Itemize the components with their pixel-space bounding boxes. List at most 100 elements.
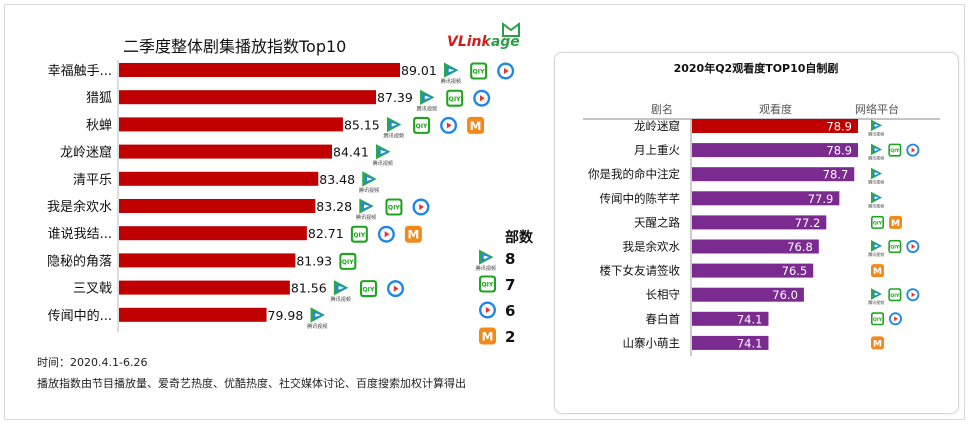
brand-text: VLinkage [447, 34, 520, 50]
iqiyi-icon: iQIYI [888, 240, 902, 253]
left-value-label: 85.15 [344, 117, 380, 132]
right-category-label: 你是我的命中注定 [588, 167, 680, 181]
left-value-label: 89.01 [401, 63, 437, 78]
svg-text:iQIYI: iQIYI [360, 286, 376, 293]
youku-icon [479, 301, 496, 319]
tencent-icon: 腾讯视频 [384, 116, 404, 140]
youku-icon [412, 198, 430, 216]
right-bar [692, 143, 858, 158]
iqiyi-icon: iQIYI [888, 288, 902, 302]
legend-count: 6 [505, 302, 515, 320]
left-value-label: 82.71 [308, 226, 344, 241]
right-category-label: 龙岭迷窟 [634, 119, 680, 133]
mgtv-icon: M [871, 336, 884, 350]
iqiyi-icon: iQIYI [871, 312, 884, 326]
tencent-icon: 腾讯视频 [868, 240, 884, 257]
svg-text:iQIYI: iQIYI [386, 205, 402, 212]
svg-text:腾讯视频: 腾讯视频 [868, 203, 884, 209]
tencent-icon: 腾讯视频 [868, 288, 884, 305]
left-bar [119, 171, 319, 186]
right-value-label: 76.5 [782, 264, 808, 278]
svg-text:腾讯视频: 腾讯视频 [476, 265, 496, 272]
svg-text:M: M [873, 339, 882, 349]
left-bar [119, 63, 400, 77]
col-header-platform: 网络平台 [855, 102, 899, 116]
left-chart-title: 二季度整体剧集播放指数Top10 [123, 37, 346, 56]
svg-text:iQIYI: iQIYI [351, 232, 367, 239]
right-value-label: 76.8 [787, 240, 813, 254]
right-value-label: 77.2 [795, 216, 821, 230]
left-category-label: 幸福触手... [48, 64, 112, 79]
left-legend: 腾讯视频 8 iQIYI 7 6M 2 [476, 249, 515, 346]
right-bar [692, 263, 814, 278]
youku-icon [387, 280, 405, 298]
col-header-name: 剧名 [651, 102, 673, 116]
iqiyi-icon: iQIYI [413, 116, 431, 134]
iqiyi-icon: iQIYI [360, 280, 378, 298]
tencent-icon: 腾讯视频 [356, 198, 376, 221]
mgtv-icon: M [479, 327, 496, 345]
right-panel [554, 52, 959, 414]
right-value-label: 78.9 [826, 144, 852, 158]
left-value-label: 79.98 [268, 308, 304, 323]
svg-text:腾讯视频: 腾讯视频 [359, 187, 379, 194]
right-value-label: 78.7 [823, 168, 849, 182]
right-bar [692, 191, 840, 206]
left-category-label: 隐秘的角落 [47, 253, 112, 269]
svg-text:腾讯视频: 腾讯视频 [384, 133, 404, 140]
right-category-label: 天醒之路 [634, 215, 680, 229]
svg-text:腾讯视频: 腾讯视频 [417, 105, 437, 112]
note-time: 时间：2020.4.1-6.26 [37, 356, 147, 369]
left-value-label: 81.56 [291, 281, 327, 296]
left-category-label: 传闻中的... [48, 308, 112, 324]
youku-icon [497, 62, 515, 80]
right-category-label: 楼下女友请签收 [600, 264, 681, 278]
right-chart-title: 2020年Q2观看度TOP10自制剧 [674, 61, 839, 75]
right-value-label: 74.1 [737, 336, 763, 350]
right-category-label: 我是余欢水 [623, 240, 681, 254]
iqiyi-icon: iQIYI [479, 275, 496, 293]
tencent-icon: 腾讯视频 [441, 62, 461, 85]
youku-icon [377, 225, 395, 243]
right-category-label: 长相守 [646, 288, 681, 302]
svg-text:M: M [407, 228, 419, 242]
left-bar [119, 226, 307, 241]
left-bar [119, 144, 333, 159]
left-value-label: 81.93 [296, 253, 332, 268]
mgtv-icon: M [467, 116, 485, 134]
right-category-label: 春白首 [646, 312, 681, 326]
youku-icon [906, 240, 920, 253]
mgtv-icon: M [871, 264, 884, 278]
svg-text:iQIYI: iQIYI [871, 220, 884, 226]
svg-text:iQIYI: iQIYI [871, 317, 884, 323]
right-bar [692, 167, 855, 182]
left-value-label: 87.39 [377, 90, 413, 105]
right-category-label: 山寨小萌主 [623, 336, 681, 350]
mgtv-icon: M [404, 225, 422, 243]
left-bar [119, 199, 316, 213]
left-category-label: 三叉戟 [73, 282, 112, 297]
right-value-label: 77.9 [808, 192, 834, 206]
legend-count: 7 [505, 276, 515, 294]
legend-title: 部数 [505, 229, 534, 246]
svg-text:M: M [873, 267, 882, 277]
svg-text:腾讯视频: 腾讯视频 [330, 296, 350, 303]
left-value-label: 84.41 [333, 145, 369, 160]
note-method: 播放指数由节目播放量、爱奇艺热度、优酷热度、社交媒体讨论、百度搜索加权计算得出 [37, 376, 466, 390]
left-category-label: 秋蝉 [86, 118, 112, 133]
right-bar [692, 119, 858, 133]
svg-text:iQIYI: iQIYI [413, 123, 429, 130]
tencent-icon: 腾讯视频 [359, 171, 379, 194]
left-bars: 幸福触手... 89.01 腾讯视频 iQIYI 猎狐 87.39 腾讯视频 iQIYI 秋蝉 8… [47, 62, 515, 330]
right-value-label: 78.9 [826, 120, 852, 134]
right-bar [692, 335, 769, 350]
youku-icon [906, 288, 920, 302]
left-value-label: 83.28 [316, 199, 352, 214]
tencent-icon: 腾讯视频 [373, 144, 393, 167]
svg-text:腾讯视频: 腾讯视频 [868, 251, 884, 257]
vlinkage-logo: VLinkage [447, 22, 520, 50]
right-value-label: 74.1 [737, 312, 763, 326]
svg-text:iQIYI: iQIYI [889, 148, 902, 154]
svg-text:腾讯视频: 腾讯视频 [868, 130, 884, 136]
